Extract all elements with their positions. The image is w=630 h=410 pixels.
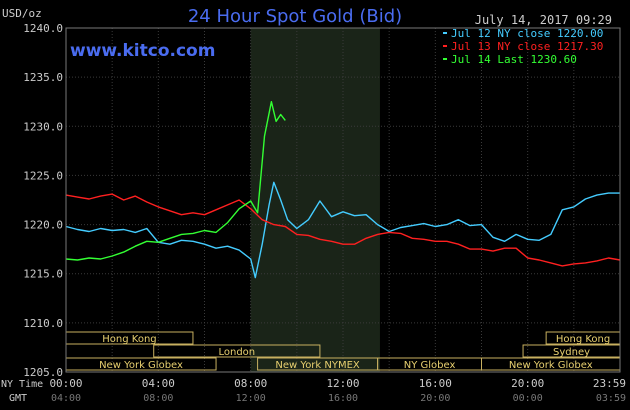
y-tick-label: 1225.0 <box>23 169 63 182</box>
legend-swatch <box>443 45 447 47</box>
session-bar <box>153 344 321 358</box>
y-tick-label: 1240.0 <box>23 22 63 35</box>
timestamp: July 14, 2017 09:29 <box>475 13 612 27</box>
legend-swatch <box>443 32 447 34</box>
x-tick-label-gmt: 20:00 <box>420 393 450 404</box>
session-label: New York Globex <box>99 360 183 371</box>
x-tick-label-gmt: 04:00 <box>51 393 81 404</box>
x-axis-ticks: 00:00 04:00 04:00 08:00 08:00 12:00 12:00 16:00… <box>49 377 626 404</box>
y-axis-label: USD/oz <box>2 7 42 20</box>
session-label: Hong Kong <box>556 334 610 345</box>
legend-item: Jul 13 NY close 1217.30 <box>451 40 603 53</box>
legend-item: Jul 14 Last 1230.60 <box>451 53 577 66</box>
y-axis-ticks: 1240.0 1235.0 1230.0 1225.0 1220.0 1215.0 1210… <box>23 22 63 379</box>
x-tick-label-ny: 00:00 <box>49 377 82 390</box>
x-tick-label-ny: 16:00 <box>419 377 452 390</box>
ny-session-highlight <box>250 28 380 372</box>
session-label: New York Globex <box>509 360 593 371</box>
x-tick-label-ny: 12:00 <box>326 377 359 390</box>
x-tick-label-gmt: 08:00 <box>143 393 173 404</box>
y-tick-label: 1215.0 <box>23 268 63 281</box>
session-label: NY Globex <box>404 360 456 371</box>
y-tick-label: 1220.0 <box>23 219 63 232</box>
x-tick-label-ny: 20:00 <box>511 377 544 390</box>
series-line-jul-13 <box>65 193 621 267</box>
legend-swatch <box>443 58 447 60</box>
price-series <box>65 100 621 279</box>
x-tick-label-ny: 23:59 <box>593 377 626 390</box>
x-tick-label-gmt: 00:00 <box>513 393 543 404</box>
x-tick-label-gmt: 12:00 <box>236 393 266 404</box>
x-tick-label-gmt: 03:59 <box>596 393 626 404</box>
x-row-label-ny: NY Time <box>1 379 43 390</box>
plot-frame <box>65 27 621 373</box>
chart-title: 24 Hour Spot Gold (Bid) <box>188 6 402 27</box>
x-tick-label-ny: 04:00 <box>142 377 175 390</box>
x-row-label-gmt: GMT <box>9 393 27 404</box>
legend-item: Jul 12 NY close 1220.00 <box>451 27 603 40</box>
x-tick-label-gmt: 16:00 <box>328 393 358 404</box>
session-label: London <box>218 347 255 358</box>
x-tick-label-ny: 08:00 <box>234 377 267 390</box>
series-line-jul-14 <box>65 100 286 261</box>
session-label: Hong Kong <box>102 334 156 345</box>
series-line-jul-12 <box>65 181 620 279</box>
session-label: New York NYMEX <box>275 360 360 371</box>
market-sessions: Hong Kong London New York Globex New York N… <box>65 331 621 371</box>
y-tick-label: 1235.0 <box>23 71 63 84</box>
y-tick-label: 1210.0 <box>23 317 63 330</box>
y-tick-label: 1205.0 <box>23 366 63 379</box>
session-label: Sydney <box>553 347 590 358</box>
y-tick-label: 1230.0 <box>23 120 63 133</box>
watermark-link[interactable]: www.kitco.com <box>70 41 215 61</box>
